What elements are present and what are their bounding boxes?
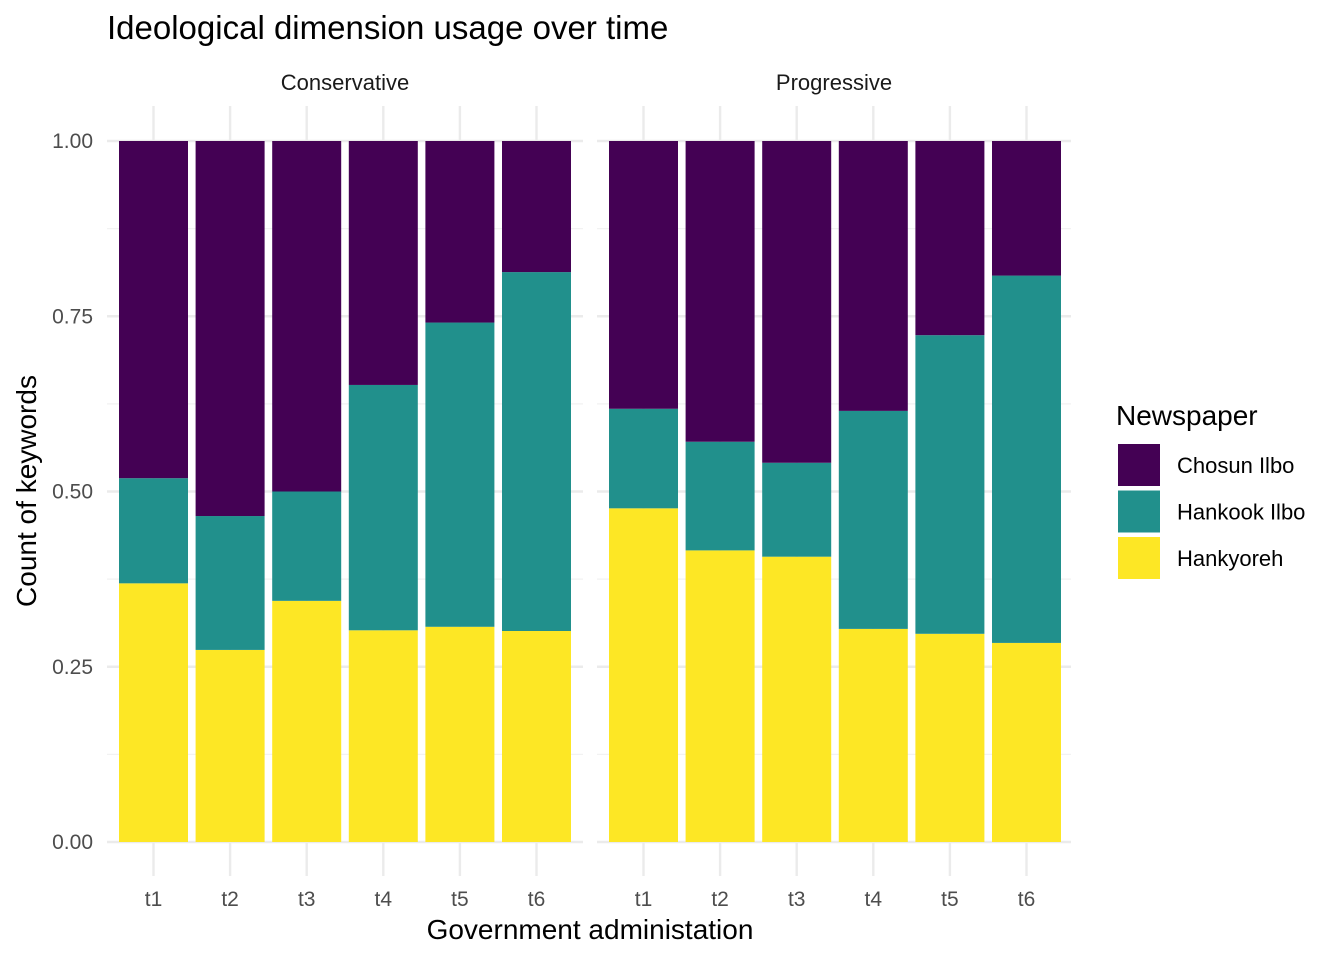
- bar-segment: [272, 600, 342, 842]
- x-tick-label: t6: [1018, 888, 1036, 911]
- bars-layer: [119, 141, 1061, 842]
- facet-label: Conservative: [281, 70, 409, 95]
- bar-segment: [838, 628, 908, 842]
- bar-segment: [762, 556, 832, 842]
- bar-segment: [838, 410, 908, 629]
- legend-key: [1118, 537, 1160, 579]
- x-tick-label: t6: [528, 888, 546, 911]
- x-axis-title: Government administation: [427, 914, 754, 945]
- x-tick-label: t2: [221, 888, 239, 911]
- legend-key: [1118, 490, 1160, 533]
- bar-segment: [502, 630, 571, 842]
- bar-segment: [685, 441, 755, 551]
- bar-segment: [915, 141, 985, 336]
- bar-segment: [348, 141, 418, 385]
- bar-segment: [272, 491, 342, 601]
- x-tick-label: t5: [941, 888, 959, 911]
- bar-segment: [992, 141, 1061, 276]
- y-tick-label: 1.00: [52, 130, 93, 153]
- bar-segment: [502, 141, 571, 273]
- x-tick-label: t4: [375, 888, 393, 911]
- bar-segment: [119, 583, 188, 842]
- bar-segment: [685, 550, 755, 842]
- y-tick-label: 0.00: [52, 831, 93, 854]
- bar-segment: [762, 141, 832, 463]
- legend-label: Hankyoreh: [1177, 546, 1283, 571]
- x-tick-label: t1: [145, 888, 163, 911]
- bar-segment: [425, 626, 495, 842]
- bar-segment: [685, 141, 755, 442]
- bar-segment: [348, 630, 418, 842]
- bar-segment: [195, 516, 265, 650]
- legend-label: Hankook Ilbo: [1177, 500, 1305, 525]
- bar-segment: [119, 141, 188, 479]
- bar-segment: [502, 272, 571, 631]
- bar-segment: [992, 642, 1061, 842]
- legend-key: [1118, 444, 1160, 486]
- bar-segment: [609, 141, 678, 409]
- bar-segment: [195, 649, 265, 842]
- y-tick-label: 0.25: [52, 656, 93, 679]
- bar-segment: [915, 633, 985, 842]
- y-tick-label: 0.75: [52, 305, 93, 328]
- x-tick-label: t5: [451, 888, 469, 911]
- bar-segment: [838, 141, 908, 411]
- x-tick-label: t1: [635, 888, 653, 911]
- bar-segment: [762, 462, 832, 557]
- y-tick-label: 0.50: [52, 481, 93, 504]
- bar-segment: [915, 335, 985, 634]
- legend: Newspaper Chosun Ilbo Hankook Ilbo Hankyor…: [1116, 400, 1305, 579]
- x-tick-label: t2: [711, 888, 729, 911]
- x-tick-label: t3: [298, 888, 316, 911]
- legend-title: Newspaper: [1116, 400, 1258, 431]
- legend-label: Chosun Ilbo: [1177, 453, 1294, 478]
- facet-label: Progressive: [776, 70, 892, 95]
- bar-segment: [609, 408, 678, 509]
- y-axis-title: Count of keywords: [11, 375, 42, 607]
- x-tick-label: t3: [788, 888, 806, 911]
- chart-title: Ideological dimension usage over time: [107, 9, 668, 46]
- labels-layer: Conservative t1 t2 t3 t4 t5 t6 Progressive t1 t2 t…: [52, 70, 1035, 911]
- bar-segment: [992, 275, 1061, 643]
- x-tick-label: t4: [865, 888, 883, 911]
- bar-segment: [272, 141, 342, 492]
- bar-segment: [348, 384, 418, 631]
- bar-segment: [425, 141, 495, 323]
- bar-segment: [425, 322, 495, 627]
- bar-segment: [195, 141, 265, 517]
- bar-segment: [119, 478, 188, 584]
- bar-segment: [609, 508, 678, 842]
